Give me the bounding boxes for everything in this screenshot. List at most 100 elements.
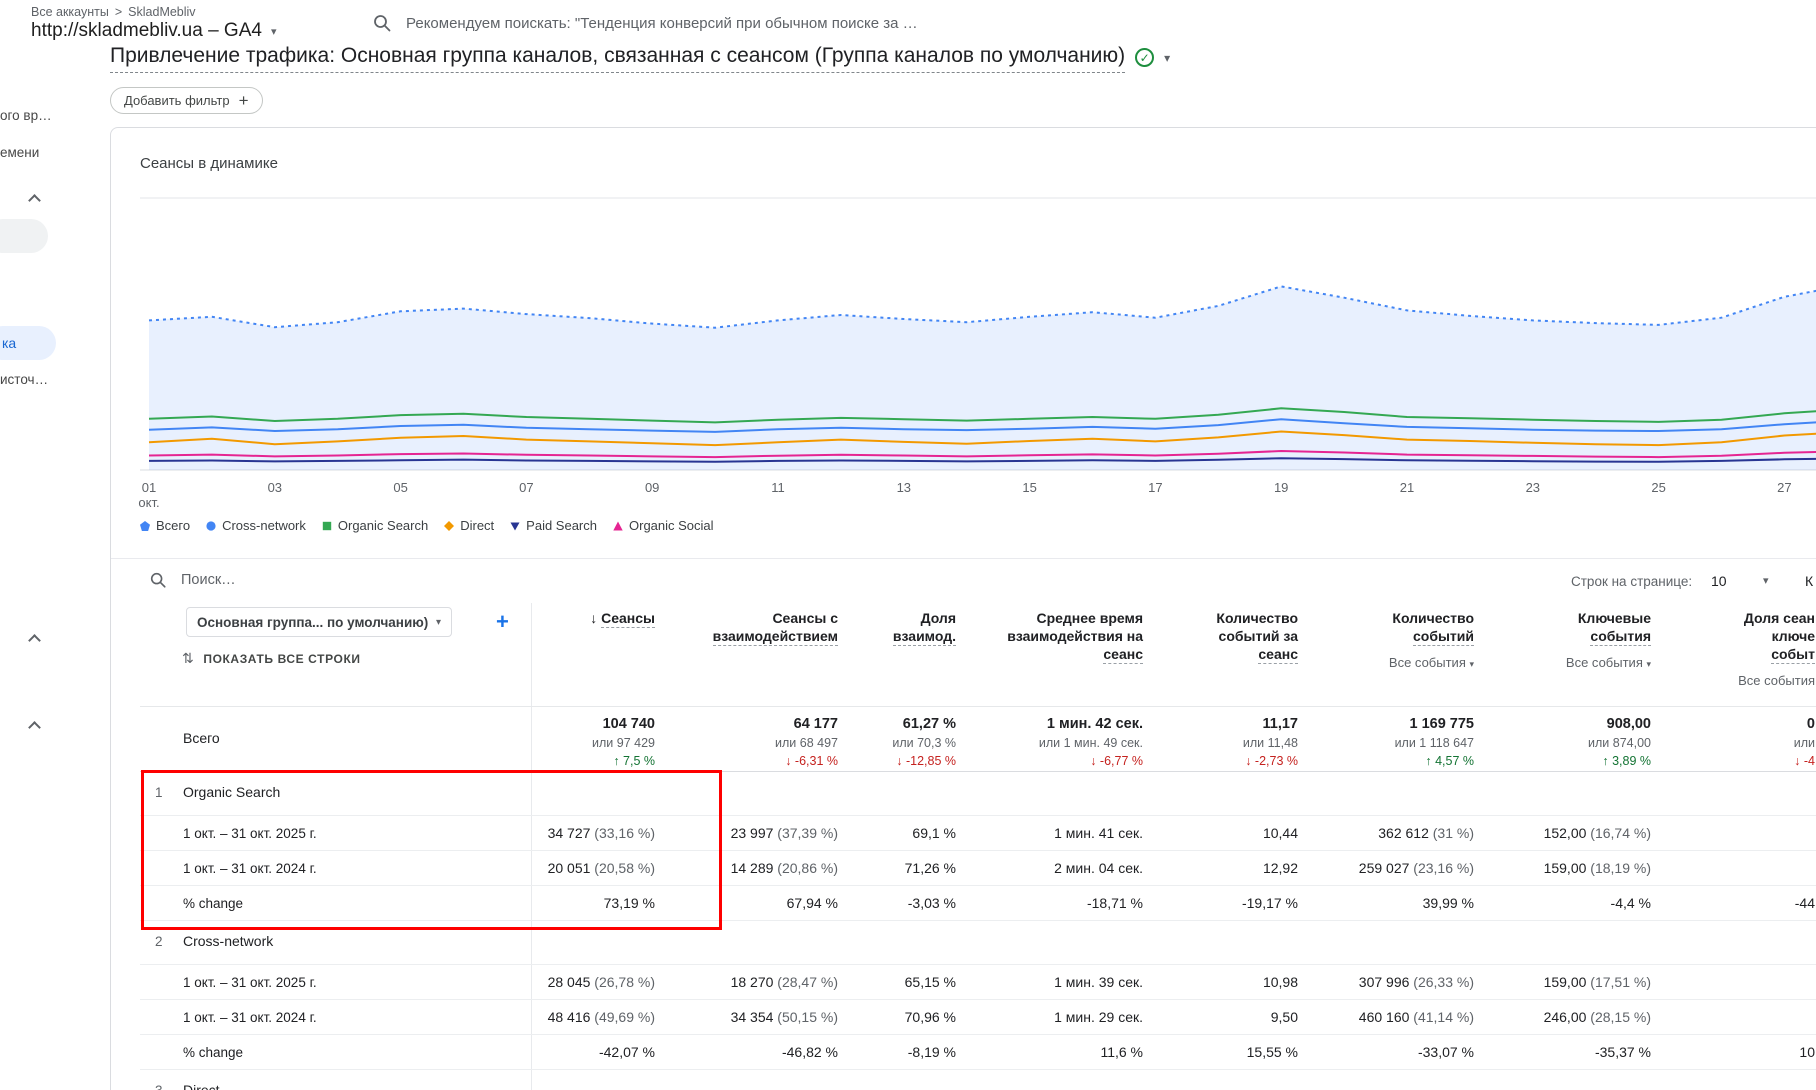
breadcrumb-root[interactable]: Все аккаунты — [31, 5, 109, 19]
dimension-cell: 1 окт. – 31 окт. 2025 г. — [140, 815, 532, 851]
metric-cell — [1157, 1069, 1312, 1090]
metric-cell: 1 мин. 42 сек. или 1 мин. 49 сек. ↓ -6,7… — [970, 706, 1157, 772]
column-header-engaged-sessions[interactable]: Сеансы с взаимодействием — [669, 603, 852, 707]
dimension-cell: 1 окт. – 31 окт. 2024 г. — [140, 999, 532, 1035]
group-row[interactable]: 1 Organic Search — [140, 771, 1816, 816]
metric-cell: 15,55 % — [1157, 1034, 1312, 1070]
caret-down-icon[interactable]: ▾ — [1164, 51, 1171, 65]
column-header-avg-engagement-time[interactable]: Среднее время взаимодействия на сеанс — [970, 603, 1157, 707]
dimension-cell: % change — [140, 885, 532, 921]
metric-cell — [1665, 920, 1816, 965]
x-tick: 07 — [519, 480, 534, 495]
caret-down-icon: ▾ — [270, 25, 277, 38]
nav-item-pill[interactable] — [0, 219, 48, 253]
search-icon — [374, 15, 391, 32]
metric-cell — [1157, 771, 1312, 816]
nav-item-fragment[interactable]: источ… — [0, 372, 49, 387]
metric-cell: 362 612 (31 %) — [1312, 815, 1488, 851]
comparison-row: % change 73,19 % 67,94 % -3,03 % -18,71 % -19… — [140, 885, 1816, 921]
metric-cell: 10,44 — [1157, 815, 1312, 851]
metric-cell: 12,92 — [1157, 850, 1312, 886]
comparison-row: 1 окт. – 31 окт. 2024 г. 48 416 (49,69 %)… — [140, 999, 1816, 1035]
x-tick: 23 — [1525, 480, 1541, 495]
metric-cell — [669, 771, 852, 816]
breadcrumb-account[interactable]: SkladMebliv — [128, 5, 196, 19]
legend-marker-triangle-icon — [613, 521, 623, 530]
report-title[interactable]: Привлечение трафика: Основная группа кан… — [110, 44, 1126, 73]
group-row[interactable]: 2 Cross-network — [140, 920, 1816, 965]
x-tick: 15 — [1022, 480, 1037, 495]
property-selector[interactable]: http://skladmebliv.ua – GA4 ▾ — [31, 20, 276, 42]
check-badge-icon: ✓ — [1135, 48, 1155, 67]
table-search[interactable]: Поиск… — [149, 571, 236, 589]
metric-cell: 28 045 (26,78 %) — [531, 964, 669, 1000]
legend-marker-diamond-icon — [444, 520, 455, 531]
property-name: http://skladmebliv.ua – GA4 — [31, 20, 262, 41]
metric-cell: 152,00 (16,74 %) — [1488, 815, 1665, 851]
metric-filter[interactable]: Все события ▾ — [1565, 655, 1651, 670]
nav-item-fragment[interactable]: ого вр… — [0, 108, 52, 123]
global-search[interactable]: Рекомендуем поискать: "Тенденция конверс… — [372, 0, 918, 46]
x-tick: 05 — [393, 480, 408, 495]
column-header-key-events[interactable]: Ключевые события Все события ▾ — [1488, 603, 1665, 707]
chart-x-axis: 01 окт. 03 05 07 09 11 13 15 17 19 21 23 25 27 — [111, 480, 1816, 514]
breadcrumb-separator: > — [114, 5, 123, 19]
metric-cell: 0 или ↓ -4 — [1665, 706, 1816, 772]
column-header-events-per-session[interactable]: Количество событий за сеанс — [1157, 603, 1312, 707]
legend-label: Paid Search — [526, 518, 597, 533]
comparison-row: 1 окт. – 31 окт. 2025 г. 28 045 (26,78 %)… — [140, 964, 1816, 1000]
metric-cell: 10,98 — [1157, 964, 1312, 1000]
column-header-event-count[interactable]: Количество событий Все события ▾ — [1312, 603, 1488, 707]
nav-item-fragment[interactable]: емени — [0, 145, 40, 160]
nav-item-selected[interactable]: ка — [0, 326, 56, 360]
x-tick: 09 — [644, 480, 660, 495]
metric-cell: 70,96 % — [852, 999, 970, 1035]
metric-filter[interactable]: Все события — [1738, 673, 1815, 688]
legend-item[interactable]: Organic Search — [322, 518, 428, 533]
legend-label: Organic Social — [629, 518, 714, 533]
caret-down-icon: ▾ — [1469, 659, 1474, 669]
metric-cell — [1665, 815, 1816, 851]
metric-cell: 2 мин. 04 сек. — [970, 850, 1157, 886]
chevron-up-icon[interactable] — [28, 721, 41, 734]
chevron-up-icon[interactable] — [28, 194, 41, 207]
metric-cell: -8,19 % — [852, 1034, 970, 1070]
channel-dimension-select[interactable]: Основная группа... по умолчанию) ▾ — [186, 607, 452, 637]
chevron-up-icon[interactable] — [28, 634, 41, 647]
add-dimension-button[interactable]: + — [496, 609, 509, 634]
legend-marker-triangle-down-icon — [510, 522, 520, 530]
plus-icon: + — [238, 90, 249, 110]
comparison-row: 1 окт. – 31 окт. 2025 г. 34 727 (33,16 %)… — [140, 815, 1816, 851]
metric-cell: 73,19 % — [531, 885, 669, 921]
show-all-rows-button[interactable]: ⇅ ПОКАЗАТЬ ВСЕ СТРОКИ — [182, 650, 531, 667]
x-tick: 17 — [1148, 480, 1163, 495]
legend-item[interactable]: Cross-network — [206, 518, 306, 533]
metric-cell — [531, 1069, 669, 1090]
rows-per-page-value[interactable]: 10 — [1711, 573, 1727, 589]
metric-cell — [1665, 771, 1816, 816]
add-filter-label: Добавить фильтр — [124, 93, 230, 108]
metrics-table: Основная группа... по умолчанию) ▾ + ⇅ П… — [140, 603, 1816, 1090]
legend-item[interactable]: Direct — [444, 518, 494, 533]
metric-cell: 61,27 % или 70,3 % ↓ -12,85 % — [852, 706, 970, 772]
metric-cell: 11,6 % — [970, 1034, 1157, 1070]
metric-cell: 1 мин. 41 сек. — [970, 815, 1157, 851]
metric-cell — [1665, 999, 1816, 1035]
column-header-engagement-rate[interactable]: Доля взаимод. — [852, 603, 970, 707]
legend-item[interactable]: Organic Social — [613, 518, 714, 533]
metric-cell: 39,99 % — [1312, 885, 1488, 921]
group-row[interactable]: 3Direct — [140, 1069, 1816, 1090]
metric-cell: 48 416 (49,69 %) — [531, 999, 669, 1035]
caret-down-icon[interactable]: ▾ — [1763, 575, 1769, 587]
metric-cell — [970, 771, 1157, 816]
dimension-cell: 2 Cross-network — [140, 920, 532, 965]
add-filter-button[interactable]: Добавить фильтр + — [110, 87, 263, 114]
legend-item[interactable]: Paid Search — [510, 518, 597, 533]
metric-filter[interactable]: Все события ▾ — [1388, 655, 1474, 670]
metric-cell: 1 169 775 или 1 118 647 ↑ 4,57 % — [1312, 706, 1488, 772]
legend-item[interactable]: Всего — [140, 518, 190, 533]
nav-item-label: ка — [2, 335, 17, 351]
column-header-sessions[interactable]: ↓ Сеансы — [531, 603, 669, 707]
column-header-session-key-event-rate[interactable]: Доля сеан ключе событ Все события — [1665, 603, 1816, 707]
